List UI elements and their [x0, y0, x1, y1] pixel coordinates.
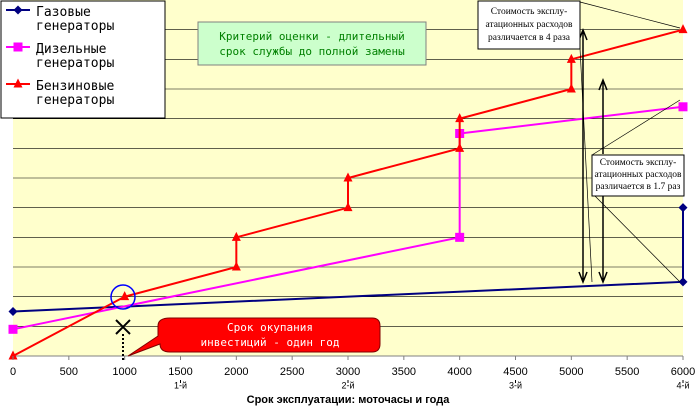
marker: [120, 291, 130, 301]
x-tick-label: 6000: [671, 366, 695, 378]
annotation: атационных расходов: [594, 170, 682, 180]
pointer-lines: [579, 1, 681, 283]
marker: [678, 24, 688, 34]
annotation: срок службы до полной замены: [219, 45, 405, 58]
highlight-circle: [110, 284, 136, 310]
x-axis-title: Срок эксплуатации: моточасы и года: [247, 394, 451, 406]
marker: [678, 203, 688, 213]
x-tick-label: 3500: [392, 366, 416, 378]
double-arrow: [598, 77, 608, 285]
x-tick-label: 1500: [168, 366, 192, 378]
marker: [455, 232, 465, 242]
legend-label: Газовые генераторы: [36, 5, 114, 34]
payback-callout: [127, 317, 381, 357]
x-tick-label: 3000: [336, 366, 360, 378]
annotation: Стоимость эксплу-: [491, 7, 568, 17]
marker: [231, 261, 241, 271]
marker: [231, 231, 241, 241]
note-box: [477, 0, 581, 50]
annotation: Стоимость эксплу-: [600, 158, 677, 168]
x-tick-label: 500: [60, 366, 78, 378]
annotation: Срок окупания: [227, 321, 313, 334]
marker: [566, 83, 576, 93]
x-tick-label: 0: [10, 366, 16, 378]
x-tick-label: 5000: [559, 366, 583, 378]
marker: [13, 42, 23, 52]
marker: [343, 172, 353, 182]
marker: [13, 78, 23, 88]
cross-marker: [115, 319, 131, 335]
annotation: инвестиций - один год: [200, 336, 339, 349]
annotation: различается в 1.7 раз: [596, 182, 681, 192]
x-tick-label: 2000: [224, 366, 248, 378]
series-line: [12, 105, 684, 331]
marker: [8, 350, 18, 360]
annotation: Критерий оценки - длительный: [219, 30, 404, 43]
x-tick-label: 2500: [280, 366, 304, 378]
marker: [8, 324, 18, 334]
marker: [455, 142, 465, 152]
year-tick-label: 1-й: [174, 380, 187, 390]
x-tick-label: 5500: [615, 366, 639, 378]
annotation: различается в 4 раза: [488, 33, 571, 43]
x-tick-label: 4000: [447, 366, 471, 378]
legend-label: Бензиновые генераторы: [36, 79, 114, 108]
marker: [678, 102, 688, 112]
x-tick-label: 4500: [503, 366, 527, 378]
marker: [566, 53, 576, 63]
year-tick-label: 3-й: [509, 380, 522, 390]
year-tick-label: 4-й: [676, 380, 689, 390]
legend: [0, 0, 166, 119]
note-box: [591, 154, 685, 197]
annotation: атационных расходов: [485, 20, 573, 30]
x-tick-label: 1000: [112, 366, 136, 378]
marker: [678, 277, 688, 287]
year-tick-label: 2-й: [341, 380, 354, 390]
legend-label: Дизельные генераторы: [36, 42, 114, 71]
marker: [8, 307, 18, 316]
marker: [13, 5, 23, 15]
criterion-box: [197, 21, 427, 66]
marker: [455, 113, 465, 123]
marker: [343, 202, 353, 212]
